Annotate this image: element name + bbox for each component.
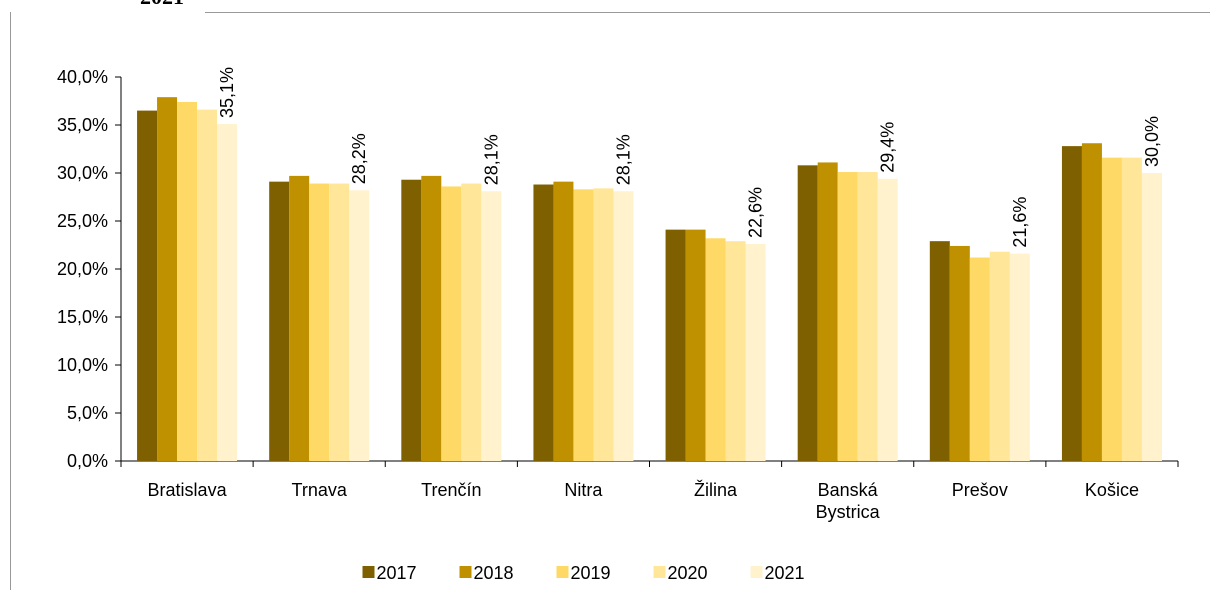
bar — [461, 183, 482, 461]
bar — [705, 238, 726, 461]
bar — [817, 162, 838, 461]
x-tick-label: Trenčín — [421, 480, 482, 500]
bar — [157, 97, 178, 461]
bar — [1081, 143, 1102, 462]
x-tick-label: Košice — [1084, 480, 1139, 500]
bar — [421, 175, 442, 461]
bar — [481, 191, 502, 462]
y-tick-label: 0,0% — [67, 451, 108, 471]
bar — [837, 172, 858, 462]
legend-swatch — [362, 566, 375, 578]
data-label: 29,4% — [878, 122, 898, 173]
bar — [1141, 173, 1162, 461]
bar — [1009, 253, 1030, 461]
bar — [857, 172, 878, 462]
y-tick-label: 10,0% — [57, 355, 108, 375]
y-tick-label: 35,0% — [57, 115, 108, 135]
x-tick-label: Nitra — [564, 480, 603, 500]
legend-swatch — [750, 566, 763, 578]
legend-label: 2017 — [377, 563, 417, 583]
chart-title: 2021 — [140, 0, 184, 9]
legend-swatch — [556, 566, 569, 578]
data-label: 28,1% — [613, 134, 633, 185]
x-tick-label: Trnava — [291, 480, 347, 500]
y-tick-label: 25,0% — [57, 211, 108, 231]
legend-swatch — [653, 566, 666, 578]
legend-label: 2018 — [474, 563, 514, 583]
bar — [745, 244, 766, 461]
bar — [533, 184, 554, 461]
data-label: 30,0% — [1142, 116, 1162, 167]
bar — [289, 175, 310, 461]
y-tick-label: 5,0% — [67, 403, 108, 423]
bar — [685, 229, 706, 461]
bar — [613, 191, 634, 462]
bar — [401, 179, 422, 461]
bar — [665, 229, 686, 461]
legend-label: 2019 — [571, 563, 611, 583]
bar — [573, 189, 594, 461]
y-tick-label: 30,0% — [57, 163, 108, 183]
bar — [137, 110, 158, 461]
legend-swatch — [459, 566, 472, 578]
x-tick-label: Bratislava — [147, 480, 227, 500]
data-label: 35,1% — [217, 67, 237, 118]
bar — [797, 165, 818, 461]
y-tick-label: 40,0% — [57, 67, 108, 87]
bar — [217, 124, 238, 461]
bar — [177, 101, 198, 462]
x-tick-label: Žilina — [694, 480, 738, 500]
bar — [309, 183, 330, 461]
bar — [269, 181, 290, 461]
bar — [197, 109, 218, 461]
bar — [1121, 157, 1142, 461]
bar — [949, 245, 970, 461]
bar — [877, 178, 898, 461]
bar — [441, 186, 462, 461]
bar — [593, 188, 614, 462]
legend-label: 2020 — [668, 563, 708, 583]
bar — [349, 190, 370, 461]
legend-label: 2021 — [765, 563, 805, 583]
bar — [1061, 146, 1082, 461]
bar — [989, 251, 1010, 461]
y-tick-label: 20,0% — [57, 259, 108, 279]
x-tick-label: Banská Bystrica — [815, 480, 880, 522]
data-label: 22,6% — [746, 187, 766, 238]
bar — [929, 241, 950, 461]
data-label: 21,6% — [1010, 197, 1030, 248]
bar — [969, 257, 990, 461]
bar — [553, 181, 574, 461]
data-label: 28,1% — [481, 134, 501, 185]
bar — [1101, 157, 1122, 461]
data-label: 28,2% — [349, 133, 369, 184]
x-tick-label: Prešov — [951, 480, 1008, 500]
y-tick-label: 15,0% — [57, 307, 108, 327]
bar — [329, 183, 350, 461]
bar — [725, 241, 746, 461]
